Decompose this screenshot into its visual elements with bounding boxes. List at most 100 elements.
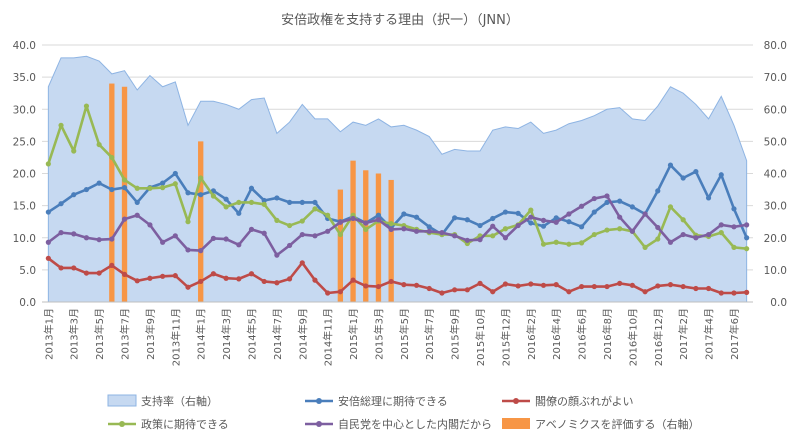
series-lines: [45, 103, 750, 296]
series-point: [731, 224, 737, 230]
series-point: [502, 209, 509, 215]
series-point: [274, 195, 280, 201]
right-tick-label: 0.0: [770, 297, 787, 309]
series-point: [693, 285, 699, 292]
series-point: [718, 172, 724, 178]
series-point: [58, 230, 64, 236]
legend-swatch-marker: [119, 421, 125, 427]
series-point: [286, 222, 293, 229]
x-tick-label: 2016年10月: [626, 308, 639, 366]
x-tick-label: 2015年12月: [499, 308, 512, 366]
series-point: [363, 220, 369, 226]
series-point: [299, 199, 305, 206]
series-point: [134, 185, 140, 191]
right-tick-label: 50.0: [764, 136, 787, 148]
x-tick-label: 2015年9月: [449, 308, 462, 360]
x-tick-label: 2013年9月: [144, 308, 157, 360]
series-point: [350, 215, 356, 222]
series-point: [185, 219, 191, 225]
x-tick-label: 2016年2月: [525, 308, 538, 360]
x-tick-label: 2014年11月: [322, 308, 335, 366]
right-tick-label: 10.0: [764, 265, 787, 277]
legend-swatch-bar: [502, 418, 530, 429]
series-point: [147, 222, 153, 228]
series-point: [160, 239, 166, 245]
series-point: [452, 287, 458, 293]
x-tick-label: 2013年11月: [169, 308, 182, 366]
series-point: [540, 217, 547, 223]
series-point: [705, 285, 712, 292]
series-point: [528, 281, 534, 287]
series-point: [96, 141, 102, 148]
series-point: [680, 231, 686, 238]
series-point: [401, 226, 407, 232]
x-tick-label: 2017年4月: [703, 308, 716, 360]
series-point: [655, 224, 661, 231]
series-point: [540, 223, 547, 229]
x-tick-label: 2017年6月: [728, 308, 741, 360]
series-point: [236, 276, 242, 282]
series-point: [45, 239, 51, 245]
series-point: [629, 204, 635, 210]
series-point: [83, 270, 90, 276]
series-point: [274, 217, 280, 223]
abenomics-bar: [388, 179, 394, 302]
abenomics-bar: [363, 170, 369, 302]
left-tick-label: 15.0: [13, 201, 36, 213]
series-point: [312, 233, 318, 239]
series-point: [210, 271, 216, 277]
series-point: [553, 215, 559, 221]
series-point: [350, 277, 356, 283]
series-point: [579, 240, 585, 246]
series-point: [566, 289, 572, 295]
series-point: [236, 199, 242, 206]
axes: 0.0 5.0 10.0 15.0 20.0 25.0 30.0 35.0 40.0 0.0 10.…: [13, 40, 787, 366]
series-point: [210, 193, 216, 199]
series-point: [515, 210, 521, 216]
series-point: [83, 235, 90, 241]
legend-label: アベノミクスを評価する（右軸）: [535, 417, 699, 431]
series-point: [96, 180, 102, 186]
series-point: [515, 283, 521, 289]
series-point: [198, 192, 204, 198]
series-point: [655, 283, 661, 289]
series-point: [325, 212, 331, 218]
x-tick-label: 2017年2月: [677, 308, 690, 360]
series-point: [655, 236, 661, 242]
series-point: [375, 217, 382, 223]
series-point: [337, 219, 343, 225]
series-point: [45, 255, 51, 261]
series-point: [261, 201, 267, 207]
series-point: [718, 222, 724, 228]
series-point: [490, 233, 496, 239]
series-point: [591, 231, 597, 238]
x-tick-label: 2016年6月: [576, 308, 589, 360]
legend-label: 政策に期待できる: [141, 417, 229, 431]
series-point: [680, 217, 686, 223]
x-tick-label: 2015年5月: [398, 308, 411, 360]
series-point: [528, 214, 534, 220]
abenomics-bar: [198, 141, 204, 303]
abenomics-bar: [350, 160, 356, 302]
series-point: [109, 262, 115, 268]
series-point: [248, 199, 255, 206]
series-point: [337, 231, 343, 238]
abenomics-bar: [375, 173, 382, 302]
series-point: [312, 206, 318, 212]
series-point: [147, 185, 153, 191]
series-point: [744, 289, 750, 295]
left-tick-label: 10.0: [13, 233, 36, 245]
approval-area-shape: [47, 55, 748, 303]
series-point: [464, 237, 470, 243]
series-point: [223, 196, 229, 202]
series-point: [693, 235, 699, 241]
x-tick-label: 2016年8月: [601, 308, 614, 360]
series-point: [236, 242, 242, 248]
legend-label: 閣僚の顔ぶれがよい: [535, 394, 633, 408]
series-point: [579, 203, 585, 209]
x-tick-label: 2014年5月: [245, 308, 258, 360]
series-point: [579, 224, 585, 230]
series-point: [617, 280, 623, 286]
series-point: [604, 227, 610, 233]
